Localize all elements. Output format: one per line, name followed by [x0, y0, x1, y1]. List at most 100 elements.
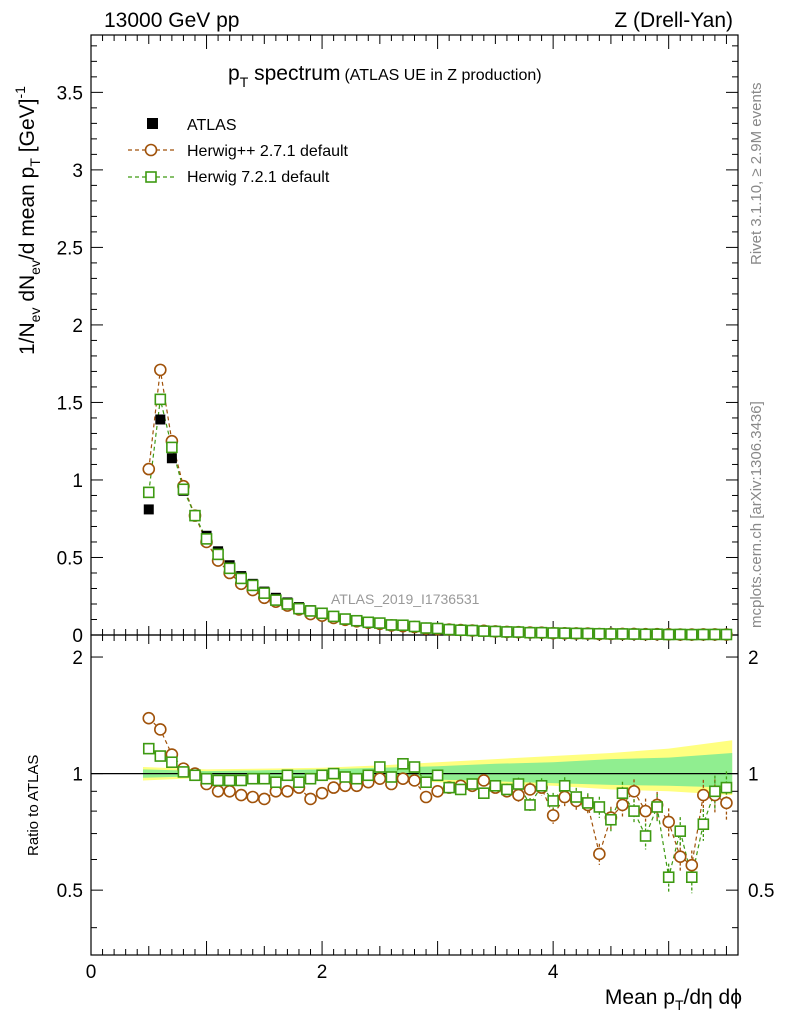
- herwig7-point: [281, 598, 294, 610]
- herwigpp-ratio-point: [627, 785, 641, 798]
- herwig7-ratio-point: [212, 774, 224, 787]
- herwig7-point: [166, 441, 178, 454]
- y-tick-label: 2.5: [57, 238, 83, 259]
- legend-herwig7-marker: [145, 171, 157, 183]
- herwigpp-ratio-point: [546, 809, 560, 822]
- herwig7-ratio-point: [443, 781, 455, 794]
- atlas-point: [143, 504, 154, 515]
- herwig7-point: [582, 627, 594, 640]
- herwig7-point: [235, 572, 247, 585]
- herwig7-ratio-point: [558, 779, 571, 792]
- herwig7-point: [420, 622, 432, 634]
- herwig7-ratio-point: [339, 771, 351, 783]
- herwig7-point: [177, 483, 190, 496]
- herwig7-ratio-point: [547, 795, 559, 807]
- herwigpp-ratio-point: [558, 790, 571, 804]
- ratio-tick-label: 1: [72, 765, 83, 786]
- ratio-y-axis-label: Ratio to ATLAS: [25, 755, 42, 856]
- y-tick-label: 1.5: [57, 393, 83, 414]
- herwigpp-ratio-point: [616, 798, 629, 812]
- header-right: Z (Drell-Yan): [614, 9, 733, 32]
- herwigpp-ratio-point: [223, 785, 236, 798]
- herwig7-point: [212, 548, 224, 561]
- herwigpp-ratio-point: [419, 790, 433, 804]
- herwigpp-ratio-point: [685, 858, 699, 872]
- mcplots-label: mcplots.cern.ch [arXiv:1306.3436]: [748, 401, 765, 628]
- legend: ATLAS Herwig++ 2.7.1 default Herwig 7.2.…: [128, 117, 349, 186]
- herwig7-point: [639, 628, 652, 641]
- herwig7-point: [524, 626, 536, 639]
- herwig7-ratio-point: [593, 801, 606, 813]
- plot-title-main: p: [228, 62, 240, 85]
- herwig7-ratio-point: [605, 813, 617, 826]
- herwig7-point: [374, 617, 386, 629]
- herwig7-point: [385, 619, 398, 631]
- herwig7-ratio-point: [489, 779, 502, 792]
- herwig7-point: [558, 627, 571, 639]
- herwigpp-ratio-point: [281, 785, 294, 798]
- herwig7-ratio-point: [327, 767, 340, 780]
- herwigpp-ratio-point: [315, 786, 329, 800]
- y-axis-label: 1/Nev dNev/d mean pT [GeV]-1: [12, 86, 43, 355]
- herwigpp-ratio-point: [142, 711, 156, 725]
- herwig7-ratio-point: [166, 756, 178, 769]
- x-tick-label: 0: [86, 962, 97, 983]
- herwig7-ratio-point: [454, 783, 467, 796]
- herwigpp-ratio-point: [593, 847, 606, 861]
- herwig7-point: [570, 627, 583, 640]
- herwig7-ratio-point: [639, 830, 652, 842]
- x-axis-label: Mean pT/dη dϕ: [605, 986, 742, 1013]
- x-axis-label-main: Mean p: [605, 986, 675, 1009]
- herwig7-point: [547, 627, 559, 639]
- herwig7-ratio-point: [385, 771, 398, 783]
- herwigpp-ratio-point: [246, 790, 260, 804]
- herwigpp-ratio-point: [639, 804, 652, 818]
- herwig7-point: [651, 628, 663, 640]
- herwig7-point: [200, 533, 213, 545]
- herwig7-ratio-point: [142, 742, 155, 755]
- herwig7-point: [270, 594, 282, 606]
- herwig7-ratio-point: [466, 778, 479, 790]
- rivet-version-label: Rivet 3.1.10, ≥ 2.9M events: [748, 83, 765, 266]
- herwig7-point: [512, 626, 525, 638]
- herwig7-ratio-point: [258, 772, 271, 785]
- herwig7-ratio-point: [628, 805, 640, 817]
- herwigpp-ratio-point: [396, 772, 410, 786]
- herwig7-ratio-point: [616, 787, 629, 799]
- herwig7-ratio-point: [350, 772, 363, 785]
- herwig7-point: [535, 626, 548, 639]
- herwig7-point: [397, 619, 409, 632]
- y-tick-label: 2: [72, 316, 83, 337]
- herwigpp-ratio-point: [673, 850, 687, 864]
- herwig7-point: [478, 625, 490, 637]
- herwig7-point: [662, 628, 675, 641]
- herwig7-point: [293, 602, 305, 615]
- ratio-tick-label: 0.5: [57, 881, 83, 902]
- herwig7-ratio-point: [662, 871, 675, 884]
- y-tick-label: 0: [72, 626, 83, 647]
- herwig7-ratio-point: [570, 791, 583, 803]
- herwig7-ratio-point: [270, 776, 282, 789]
- herwigpp-ratio-point: [720, 796, 733, 810]
- x-tick-label: 2: [317, 962, 328, 983]
- herwig7-point: [454, 624, 467, 636]
- herwigpp-point: [142, 462, 156, 476]
- legend-herwigpp-marker: [144, 143, 158, 157]
- herwig7-ratio-point: [200, 772, 213, 785]
- herwigpp-ratio-point: [512, 788, 525, 802]
- herwig7-ratio-point: [674, 825, 687, 837]
- herwig7-ratio-point: [582, 797, 594, 809]
- herwig7-point: [327, 610, 340, 623]
- ratio-tick-label: 2: [72, 648, 83, 669]
- herwig7-ratio-point: [189, 769, 201, 782]
- herwig7-point: [616, 628, 629, 640]
- herwig7-point: [685, 628, 698, 641]
- legend-atlas-marker: [147, 118, 158, 129]
- herwig7-ratio-point: [535, 779, 548, 792]
- herwigpp-ratio-point: [373, 772, 387, 786]
- herwigpp-ratio-point: [258, 792, 271, 806]
- herwig7-point: [431, 622, 444, 635]
- ratio-tick-label-right: 1: [748, 765, 759, 786]
- herwig7-point: [304, 605, 317, 617]
- herwig7-ratio-point: [685, 871, 698, 884]
